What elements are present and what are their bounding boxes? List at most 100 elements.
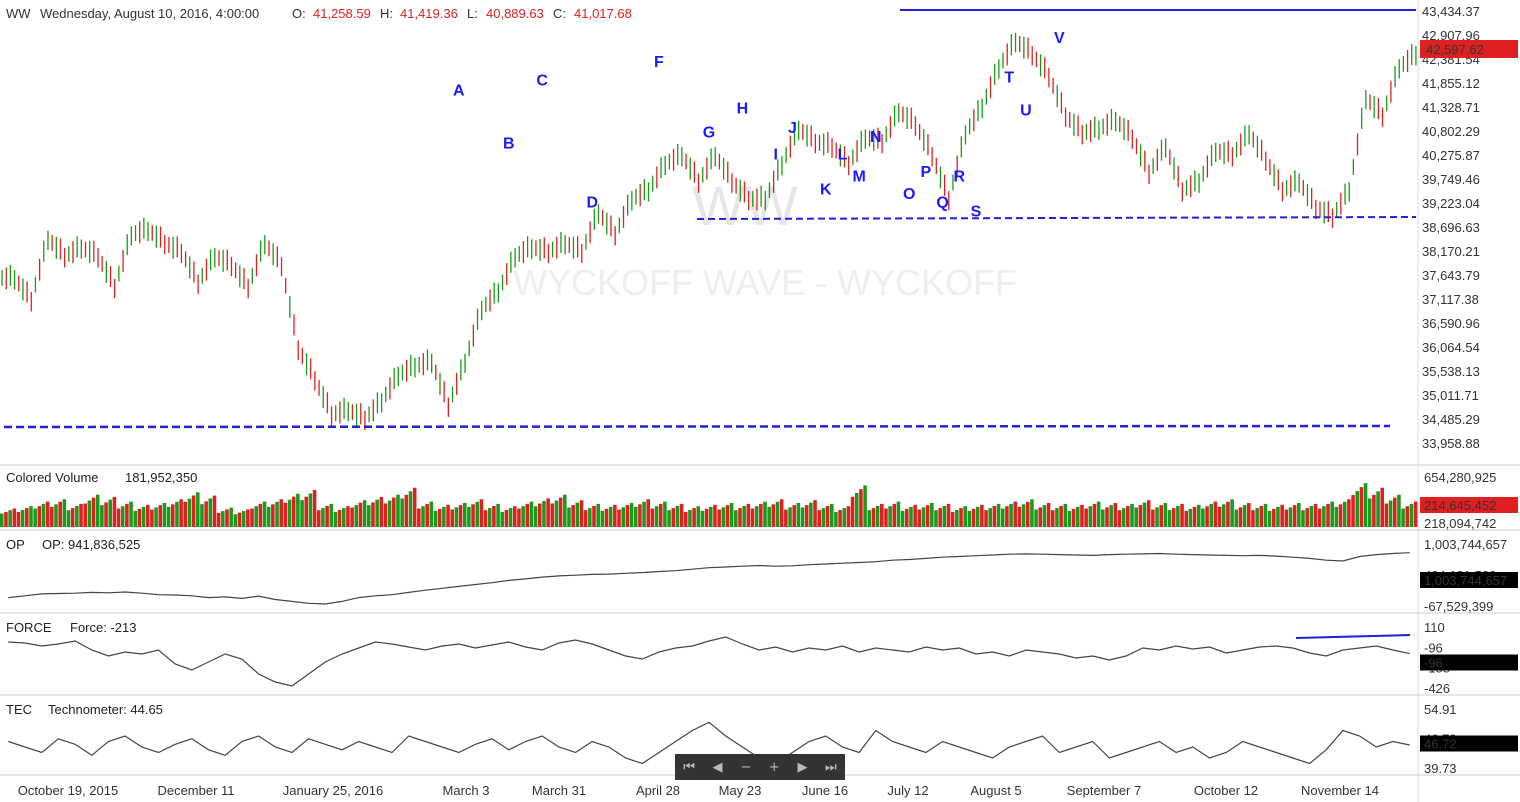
volume-bar — [721, 507, 726, 527]
volume-bar — [1126, 506, 1130, 527]
volume-bar — [471, 504, 475, 527]
price-tick-label: 36,064.54 — [1422, 340, 1480, 355]
wave-label-v: V — [1054, 30, 1065, 47]
price-tick-label: 37,117.38 — [1422, 292, 1479, 307]
previous-icon[interactable]: ◀ — [712, 759, 723, 775]
volume-bar — [804, 505, 809, 527]
volume-bar — [283, 502, 288, 527]
volume-bar — [959, 508, 963, 527]
volume-bar — [1280, 504, 1284, 527]
volume-bar — [984, 510, 988, 527]
x-tick-label: January 25, 2016 — [283, 783, 383, 798]
next-icon[interactable]: ▶ — [797, 759, 808, 775]
volume-bar — [1180, 503, 1184, 527]
volume-bar — [1205, 506, 1209, 527]
first-page-icon[interactable]: ⏮ — [683, 759, 695, 775]
volume-bar — [588, 508, 592, 527]
volume-bar — [996, 503, 1001, 527]
high-label: H: — [380, 6, 393, 21]
volume-bar — [1188, 508, 1193, 527]
volume-bar — [196, 492, 200, 527]
volume-bar — [1380, 487, 1385, 527]
volume-bar — [145, 504, 150, 527]
volume-bar — [1163, 502, 1168, 527]
volume-bar — [208, 498, 213, 527]
volume-bar — [1359, 487, 1364, 527]
volume-bar — [379, 496, 384, 527]
volume-bar — [1005, 506, 1009, 527]
price-tick-label: 41,855.12 — [1422, 76, 1480, 91]
last-page-icon[interactable]: ⏭ — [824, 759, 837, 775]
volume-bar — [1367, 498, 1372, 527]
volume-bar — [992, 506, 997, 527]
volume-bar — [20, 509, 25, 527]
volume-bar — [16, 511, 21, 527]
volume-bar — [571, 505, 575, 527]
x-tick-label: October 12 — [1194, 783, 1258, 798]
volume-bar — [1009, 503, 1013, 527]
price-tick-label: 37,643.79 — [1422, 268, 1480, 283]
volume-bar — [1388, 500, 1393, 527]
volume-bar — [254, 506, 258, 527]
volume-bar — [429, 501, 434, 527]
volume-bar — [734, 510, 738, 527]
volume-bar — [179, 499, 183, 527]
volume-bar — [1155, 507, 1159, 527]
volume-bar — [1230, 499, 1234, 527]
wave-label-q: Q — [936, 195, 948, 212]
volume-bar — [37, 506, 42, 527]
volume-bar — [834, 511, 838, 527]
volume-bar — [1209, 503, 1214, 527]
x-tick-label: August 5 — [970, 783, 1021, 798]
volume-bar — [100, 505, 104, 527]
volume-bar — [421, 506, 425, 527]
volume-bar — [750, 508, 755, 527]
volume-bar — [237, 512, 242, 527]
x-tick-label: September 7 — [1067, 783, 1141, 798]
volume-bar — [625, 505, 630, 527]
volume-bar — [608, 506, 613, 527]
volume-bar — [1342, 501, 1347, 527]
volume-bar — [475, 501, 480, 527]
zoom-in-icon[interactable]: + — [768, 759, 780, 775]
volume-bar — [1405, 506, 1410, 527]
volume-bar — [454, 507, 459, 527]
volume-bar — [980, 504, 984, 527]
volume-bar — [66, 510, 71, 527]
volume-bar — [70, 508, 75, 527]
volume-bar — [955, 509, 959, 527]
volume-bar — [83, 503, 87, 527]
volume-bar — [1067, 510, 1072, 527]
volume-bar — [646, 499, 651, 527]
volume-bar — [300, 500, 304, 527]
high-value: 41,419.36 — [400, 6, 458, 21]
volume-bar — [838, 509, 842, 527]
volume-bar — [1042, 505, 1047, 527]
volume-bar — [1338, 504, 1343, 527]
volume-bar — [784, 509, 788, 527]
volume-bar — [529, 501, 534, 527]
volume-tick-label: 654,280,925 — [1424, 470, 1496, 485]
wave-label-o: O — [903, 186, 915, 203]
zoom-out-icon[interactable]: − — [740, 759, 752, 775]
volume-bar — [279, 499, 283, 527]
volume-bar — [550, 503, 555, 527]
volume-bar — [442, 506, 446, 527]
op-tick-label: -67,529,399 — [1424, 599, 1493, 614]
volume-bar — [1146, 500, 1151, 527]
volume-bar — [1088, 506, 1093, 527]
volume-bar — [246, 509, 250, 527]
price-tick-label: 33,958.88 — [1422, 436, 1480, 451]
volume-bar — [1376, 491, 1380, 527]
volume-bar — [58, 501, 62, 527]
volume-bar — [1000, 508, 1005, 527]
volume-bar — [229, 507, 233, 527]
volume-bar — [187, 498, 192, 527]
volume-bar — [767, 506, 771, 527]
volume-bar — [1130, 503, 1134, 527]
volume-bar — [800, 507, 805, 527]
volume-bar — [233, 514, 238, 527]
price-tick-label: 39,223.04 — [1422, 196, 1480, 211]
volume-bar — [1255, 508, 1259, 527]
